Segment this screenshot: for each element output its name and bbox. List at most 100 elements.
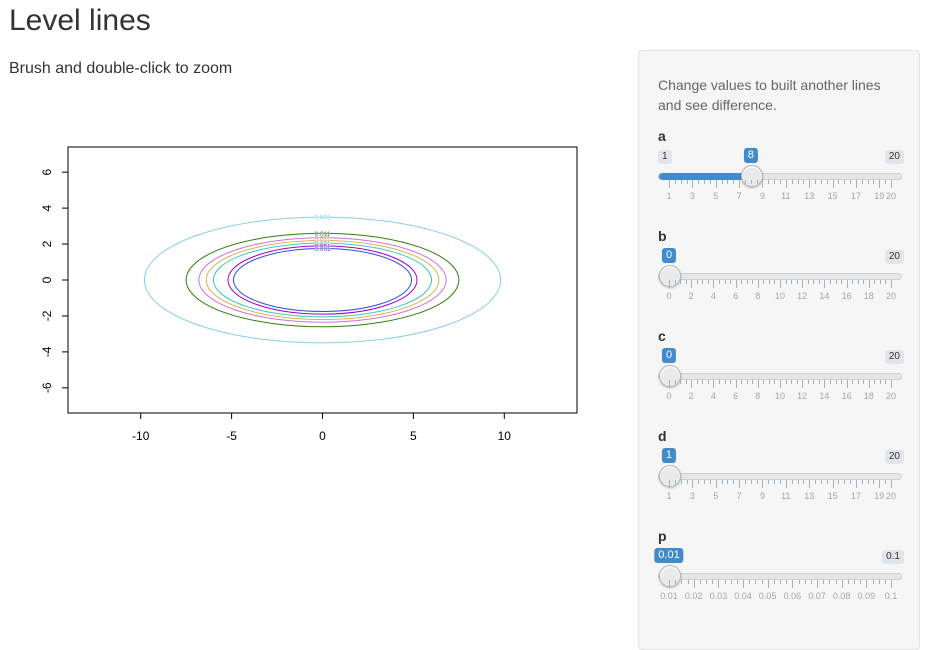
slider-tick-label: 8 — [755, 291, 761, 301]
slider-tick-label: 1 — [666, 491, 672, 501]
slider-minor-tick — [718, 380, 720, 384]
slider-minor-tick — [860, 580, 862, 584]
slider-track[interactable] — [658, 365, 902, 387]
slider-c: c 20 0 0 2 4 6 8 10 12 14 16 18 20 — [639, 328, 921, 428]
x-tick-label: 0 — [319, 429, 326, 443]
slider-tick — [891, 580, 892, 588]
level-lines-plot[interactable]: -10 -5 0 5 10 -6 -4 -2 0 2 4 6 0.001 0.0110.0210.0310… — [0, 0, 600, 638]
slider-minor-tick — [810, 580, 812, 584]
slider-minor-tick — [791, 280, 793, 284]
slider-tick-label: 3 — [689, 491, 695, 501]
slider-tick — [691, 280, 693, 288]
slider-minor-tick — [867, 480, 869, 484]
slider-minor-tick — [768, 180, 770, 184]
y-tick-label: 6 — [40, 169, 54, 176]
slider-tick — [846, 380, 848, 388]
slider-minor-tick — [847, 580, 849, 584]
slider-tick-label: 15 — [827, 191, 838, 201]
slider-label-b: b — [658, 228, 667, 244]
slider-minor-tick — [680, 280, 682, 284]
slider-tick-label: 13 — [804, 191, 815, 201]
slider-minor-tick — [818, 280, 820, 284]
slider-minor-tick — [696, 280, 698, 284]
slider-minor-tick — [727, 480, 729, 484]
slider-minor-tick — [785, 380, 787, 384]
slider-tick — [817, 580, 818, 588]
plot-instructions: Brush and double-click to zoom — [9, 60, 233, 77]
slider-tick-label: 2 — [688, 291, 694, 301]
y-tick-label: -6 — [40, 382, 54, 393]
slider-minor-tick — [699, 580, 701, 584]
contour-label: 0.011 — [315, 231, 331, 238]
slider-tick — [669, 380, 670, 388]
slider-tick-label: 11 — [781, 191, 791, 201]
slider-minor-tick — [736, 580, 738, 584]
slider-minor-tick — [885, 280, 887, 284]
slider-tick-label: 16 — [841, 291, 852, 301]
slider-value-label: 8 — [743, 148, 758, 163]
slider-track[interactable] — [658, 265, 902, 287]
slider-minor-tick — [774, 380, 776, 384]
slider-tick-label: 20 — [885, 191, 897, 201]
slider-minor-tick — [874, 380, 876, 384]
slider-minor-tick — [803, 180, 805, 184]
slider-minor-tick — [797, 180, 799, 184]
y-tick-label: -2 — [40, 310, 54, 321]
slider-tick — [669, 580, 670, 588]
slider-minor-tick — [826, 480, 828, 484]
slider-tick-label: 6 — [733, 291, 739, 301]
contour-line — [198, 237, 447, 323]
slider-tick-label: 20 — [885, 391, 897, 401]
slider-tick — [669, 280, 670, 288]
slider-track[interactable] — [658, 165, 902, 187]
slider-tick-label: 6 — [733, 391, 739, 401]
slider-minor-tick — [796, 380, 798, 384]
slider-minor-tick — [818, 380, 820, 384]
contour-label: 0.031 — [314, 238, 331, 245]
slider-minor-tick — [872, 580, 874, 584]
slider-tick-label: 0.06 — [783, 591, 802, 601]
slider-minor-tick — [724, 580, 726, 584]
slider-minor-tick — [780, 580, 781, 584]
slider-minor-tick — [727, 180, 729, 184]
contour-label: 0.001 — [314, 215, 331, 222]
slider-max-label: 20 — [884, 250, 904, 264]
slider-minor-tick — [867, 180, 869, 184]
slider-minor-tick — [850, 180, 852, 184]
slider-minor-tick — [702, 380, 704, 384]
slider-minor-tick — [879, 380, 881, 384]
slider-max-label: 20 — [884, 350, 904, 364]
slider-track[interactable] — [658, 465, 902, 487]
slider-tick-label: 15 — [827, 491, 838, 501]
slider-minor-tick — [702, 280, 704, 284]
page-title: Level lines — [9, 4, 151, 37]
y-tick-label: 2 — [40, 240, 54, 247]
slider-minor-tick — [780, 480, 781, 484]
slider-minor-tick — [838, 180, 840, 184]
contour-label: 0.021 — [314, 235, 331, 242]
slider-minor-tick — [826, 180, 828, 184]
slider-label-d: d — [658, 428, 667, 444]
slider-tick — [868, 380, 870, 388]
slider-minor-tick — [746, 280, 748, 284]
slider-minor-tick — [813, 380, 815, 384]
slider-minor-tick — [796, 280, 798, 284]
slider-tick — [669, 180, 670, 188]
slider-minor-tick — [873, 180, 875, 184]
slider-minor-tick — [786, 580, 788, 584]
slider-minor-tick — [768, 380, 770, 384]
slider-d: d 20 1 1 3 5 7 9 11 13 15 17 19 20 — [639, 428, 921, 528]
contour-line — [143, 216, 502, 344]
slider-ticks: 1 3 5 7 9 11 13 15 17 19 20 — [639, 480, 921, 504]
slider-minor-tick — [813, 280, 815, 284]
slider-tick-label: 3 — [689, 191, 695, 201]
slider-b: b 20 0 0 2 4 6 8 10 12 14 16 18 20 — [639, 228, 921, 328]
slider-track[interactable] — [658, 565, 902, 587]
slider-tick-label: 0.08 — [832, 591, 851, 601]
slider-max-label: 0.1 — [882, 550, 904, 564]
slider-tick-label: 1 — [666, 191, 672, 201]
slider-minor-tick — [803, 480, 805, 484]
slider-minor-tick — [863, 280, 865, 284]
slider-minor-tick — [696, 380, 698, 384]
x-tick-label: 10 — [498, 429, 512, 443]
